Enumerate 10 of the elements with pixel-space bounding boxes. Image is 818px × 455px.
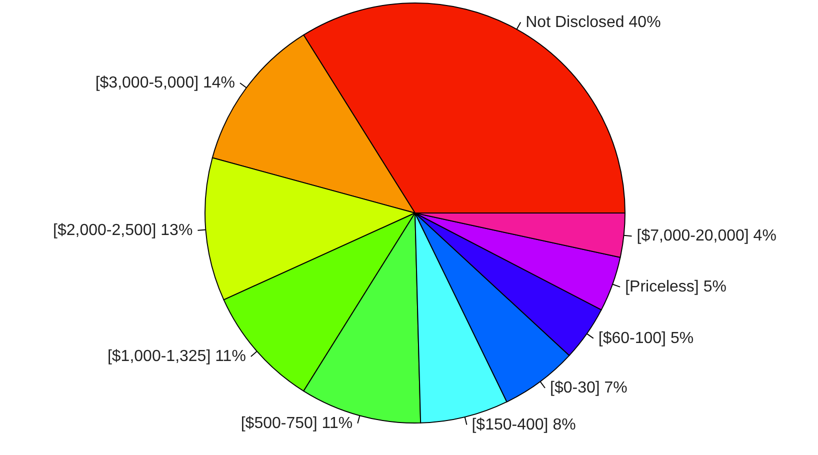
slice-label: [$60-100] 5% bbox=[598, 330, 694, 347]
slice-label: [$1,000-1,325] 11% bbox=[107, 348, 246, 366]
slice-label: Not Disclosed 40% bbox=[526, 14, 661, 31]
slice-label: [$2,000-2,500] 13% bbox=[53, 222, 193, 239]
slice-label: [$500-750] 11% bbox=[240, 414, 353, 432]
slice-label: [$150-400] 8% bbox=[472, 416, 576, 434]
slice-label: [Priceless] 5% bbox=[625, 278, 726, 296]
slice-label: [$0-30] 7% bbox=[550, 379, 628, 396]
slice-label: [$7,000-20,000] 4% bbox=[636, 228, 776, 245]
slice-label: [$3,000-5,000] 14% bbox=[95, 74, 236, 92]
